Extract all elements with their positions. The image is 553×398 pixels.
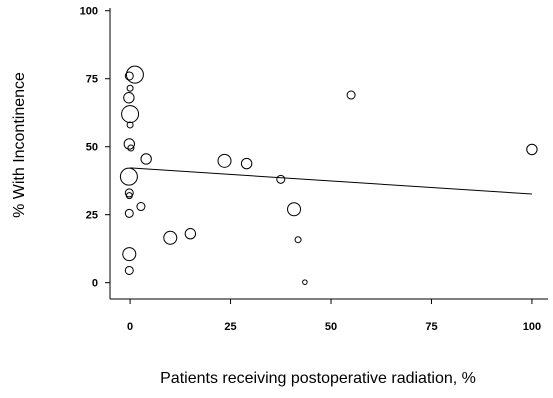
data-point	[119, 167, 138, 186]
y-tick-label: 25	[86, 210, 98, 222]
regression-line-layer	[130, 167, 532, 195]
data-point	[240, 157, 253, 170]
data-point	[125, 192, 133, 200]
data-point	[346, 90, 356, 100]
x-tick-label: 75	[425, 321, 437, 333]
data-point	[217, 153, 232, 168]
y-axis-title: % With Incontinence	[11, 72, 28, 218]
data-point	[124, 71, 134, 81]
data-point	[126, 84, 134, 92]
regression-line	[130, 167, 532, 195]
data-points	[119, 65, 538, 285]
y-tick-label: 50	[86, 142, 98, 154]
data-point	[125, 65, 144, 84]
x-tick-label: 0	[127, 321, 133, 333]
x-tick-label: 25	[224, 321, 236, 333]
y-tick-label: 0	[92, 278, 98, 290]
data-point	[124, 208, 134, 218]
y-tick-label: 100	[80, 6, 98, 18]
tick-marks: 0 25 50 75 100 0 25 50 75 100	[80, 6, 541, 333]
x-axis-title: Patients receiving postoperative radiati…	[160, 370, 476, 387]
x-tick-label: 50	[325, 321, 337, 333]
data-point	[121, 105, 140, 124]
data-point	[526, 143, 538, 156]
data-point	[294, 236, 302, 244]
data-point	[136, 202, 146, 212]
data-point	[124, 188, 134, 198]
y-tick-label: 75	[86, 74, 98, 86]
data-point	[124, 265, 134, 275]
data-point	[123, 138, 135, 150]
data-point	[163, 230, 178, 245]
data-point	[140, 153, 152, 165]
data-point	[184, 228, 197, 240]
axes	[109, 8, 548, 300]
data-point	[302, 279, 308, 285]
data-point	[287, 202, 302, 217]
data-point	[276, 174, 286, 184]
data-point	[123, 92, 135, 104]
x-tick-label: 100	[523, 321, 541, 333]
data-point	[122, 247, 137, 262]
data-point	[127, 144, 135, 152]
data-point	[126, 121, 134, 129]
